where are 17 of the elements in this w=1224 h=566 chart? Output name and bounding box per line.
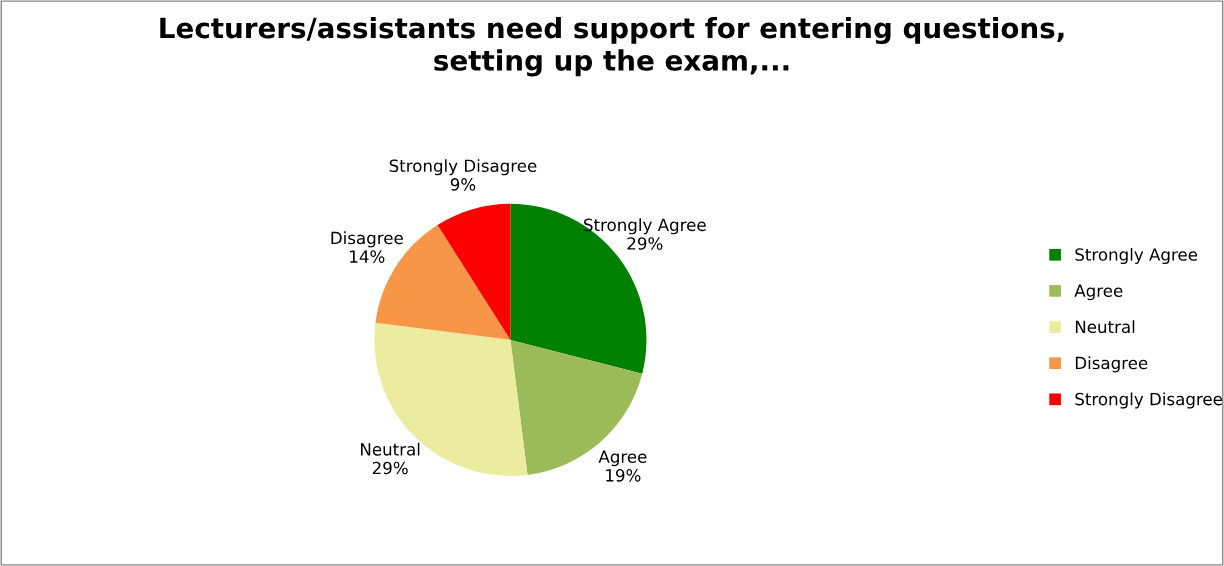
pie-slice (437, 203, 511, 340)
data-label: 9% (450, 178, 476, 191)
legend-label: Strongly Agree (1075, 247, 1198, 265)
data-label: 14% (350, 250, 385, 263)
chart-title: Lecturers/assistants need support for entering questions, setting up the exam,... (160, 16, 1064, 77)
data-label: 19% (606, 469, 641, 482)
slice-label: Strongly Agree (584, 218, 706, 235)
slice-label: Disagree (331, 231, 403, 248)
legend-label: Neutral (1075, 320, 1135, 334)
legend-label: Strongly Disagree (1075, 392, 1223, 409)
data-label: 29% (372, 461, 408, 475)
slice-label: Strongly Disagree (389, 159, 537, 176)
data-label: 29% (627, 237, 663, 250)
slice-label: Neutral (361, 442, 420, 456)
legend-label: Agree (1074, 284, 1123, 301)
legend-label: Disagree (1075, 356, 1148, 373)
slice-label: Agree (598, 450, 647, 467)
